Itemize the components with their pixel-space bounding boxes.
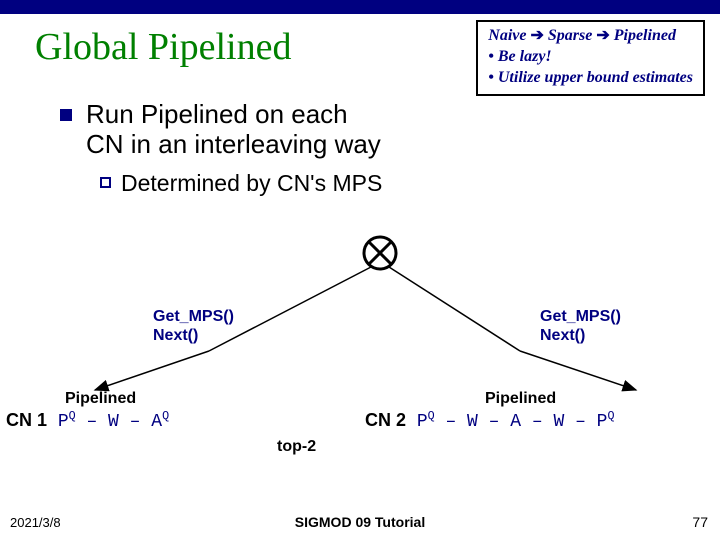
cn1-row: CN 1 PQ – W – AQ: [6, 409, 169, 432]
footer-date: 2021/3/8: [10, 515, 61, 530]
bullet-1-text: Run Pipelined on each CN in an interleav…: [86, 100, 381, 160]
cn2-header: Pipelined: [485, 390, 556, 408]
bullet-1: Run Pipelined on each CN in an interleav…: [60, 100, 382, 160]
note-box: Naive ➔ Sparse ➔ Pipelined • Be lazy! • …: [476, 20, 705, 96]
main-bullets: Run Pipelined on each CN in an interleav…: [60, 100, 382, 197]
cn2-row: CN 2 PQ – W – A – W – PQ: [365, 409, 615, 432]
diagram: Get_MPS() Next() Get_MPS() Next() Pipeli…: [0, 225, 720, 460]
footer-page: 77: [692, 514, 708, 530]
cn1-header: Pipelined: [65, 390, 136, 408]
topk-label: top-2: [277, 438, 316, 456]
note-line-1: Naive ➔ Sparse ➔ Pipelined: [488, 26, 693, 47]
slide-title: Global Pipelined: [35, 25, 291, 69]
sub-bullet-text: Determined by CN's MPS: [121, 170, 382, 197]
top-bar: [0, 0, 720, 14]
hollow-square-icon: [100, 177, 111, 188]
footer-center: SIGMOD 09 Tutorial: [295, 514, 425, 530]
note-bullet-2: • Utilize upper bound estimates: [488, 68, 693, 89]
call-label-left: Get_MPS() Next(): [153, 307, 234, 345]
square-bullet-icon: [60, 109, 72, 121]
note-bullet-1: • Be lazy!: [488, 47, 693, 68]
call-label-right: Get_MPS() Next(): [540, 307, 621, 345]
sub-bullet: Determined by CN's MPS: [100, 170, 382, 197]
